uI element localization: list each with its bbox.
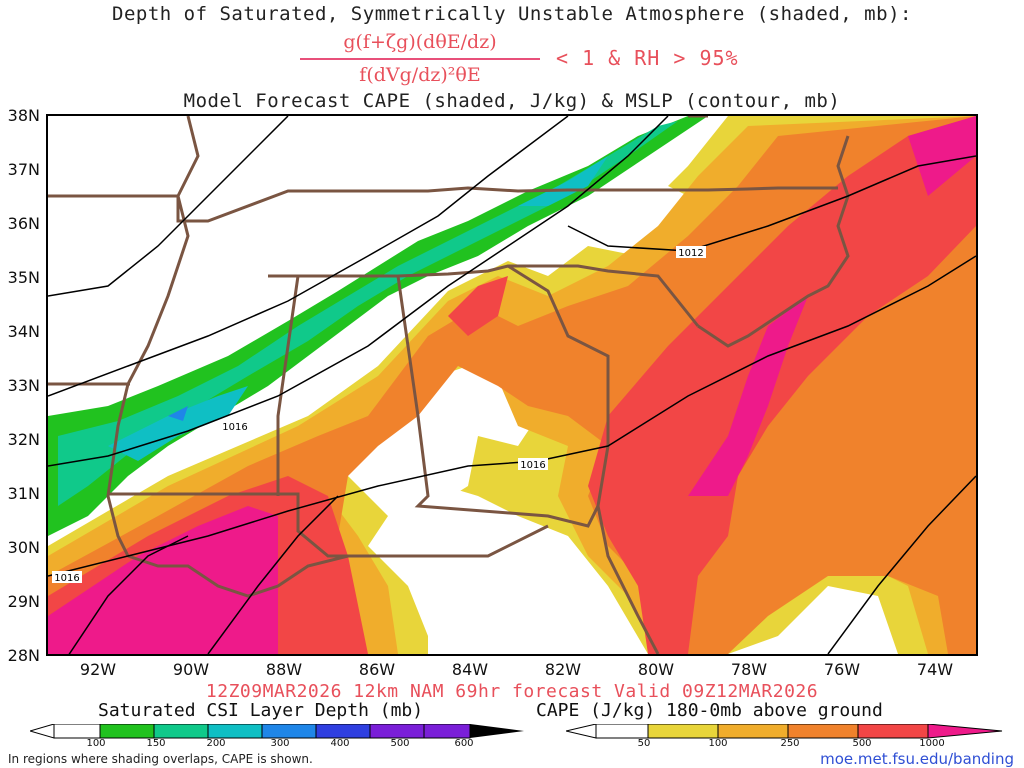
csi-shade-100 <box>48 116 708 536</box>
title-line-1: Depth of Saturated, Symmetrically Unstab… <box>112 3 912 25</box>
lat-label-33n: 33N <box>7 376 40 395</box>
formula-denominator: f(dVg/dz)²θE <box>359 64 481 86</box>
isobar-label-1016-a: 1016 <box>222 422 247 433</box>
csi-shade-200 <box>108 156 608 461</box>
csi-tick-100: 100 <box>86 738 106 749</box>
csi-shade-300 <box>168 406 188 421</box>
cape-tick-250: 250 <box>780 738 800 749</box>
csi-shade-150 <box>58 121 678 506</box>
lat-label-36n: 36N <box>7 214 40 233</box>
formula-numerator: g(f+ζg)(dθE/dz) <box>343 31 497 53</box>
formula-bar <box>300 58 540 60</box>
cape-shade-1000 <box>48 116 976 654</box>
lat-label-32n: 32N <box>7 430 40 449</box>
csi-tick-150: 150 <box>146 738 166 749</box>
state-boundaries <box>48 116 850 654</box>
lon-label-84w: 84W <box>451 660 489 679</box>
csi-colorbar <box>30 724 524 739</box>
cape-tick-50: 50 <box>637 738 651 749</box>
forecast-map: 1012 1016 1016 1016 <box>46 114 978 656</box>
cape-colorbar-title: CAPE (J/kg) 180-0mb above ground <box>536 700 883 721</box>
csi-tick-500: 500 <box>390 738 410 749</box>
forecast-valid-line: 12Z09MAR2026 12km NAM 69hr forecast Vali… <box>205 681 819 702</box>
lon-label-76w: 76W <box>823 660 861 679</box>
lon-label-74w: 74W <box>916 660 954 679</box>
csi-tick-400: 400 <box>330 738 350 749</box>
lat-label-29n: 29N <box>7 592 40 611</box>
cape-tick-1000: 1000 <box>919 738 945 749</box>
csi-tick-200: 200 <box>206 738 226 749</box>
overlap-note: In regions where shading overlaps, CAPE … <box>8 752 313 766</box>
lat-label-38n: 38N <box>7 106 40 125</box>
lon-label-78w: 78W <box>730 660 768 679</box>
lat-label-31n: 31N <box>7 484 40 503</box>
csi-colorbar-title: Saturated CSI Layer Depth (mb) <box>98 700 424 721</box>
instability-formula: g(f+ζg)(dθE/dz) f(dVg/dz)²θE <box>300 28 540 88</box>
csi-tick-600: 600 <box>454 738 474 749</box>
lon-label-82w: 82W <box>544 660 582 679</box>
lon-label-86w: 86W <box>358 660 396 679</box>
lon-label-92w: 92W <box>79 660 117 679</box>
lon-label-88w: 88W <box>265 660 303 679</box>
map-canvas: 1012 1016 1016 1016 <box>48 116 976 654</box>
cape-tick-500: 500 <box>852 738 872 749</box>
lat-label-34n: 34N <box>7 322 40 341</box>
isobars <box>48 116 976 654</box>
csi-tick-300: 300 <box>270 738 290 749</box>
cape-colorbar <box>566 724 1003 739</box>
title-line-3: Model Forecast CAPE (shaded, J/kg) & MSL… <box>183 90 841 112</box>
isobar-label-1012: 1012 <box>678 248 703 259</box>
cape-shade-500 <box>48 116 976 654</box>
formula-criteria: < 1 & RH > 95% <box>556 46 739 70</box>
isobar-labels: 1012 1016 1016 1016 <box>52 246 706 584</box>
isobar-label-1016-b: 1016 <box>520 460 545 471</box>
lon-label-80w: 80W <box>637 660 675 679</box>
lat-label-28n: 28N <box>7 646 40 665</box>
cape-tick-100: 100 <box>708 738 728 749</box>
lat-label-30n: 30N <box>7 538 40 557</box>
source-url[interactable]: moe.met.fsu.edu/banding <box>820 750 1014 768</box>
lat-label-35n: 35N <box>7 268 40 287</box>
lat-label-37n: 37N <box>7 160 40 179</box>
isobar-label-1016-c: 1016 <box>54 573 79 584</box>
lon-label-90w: 90W <box>172 660 210 679</box>
